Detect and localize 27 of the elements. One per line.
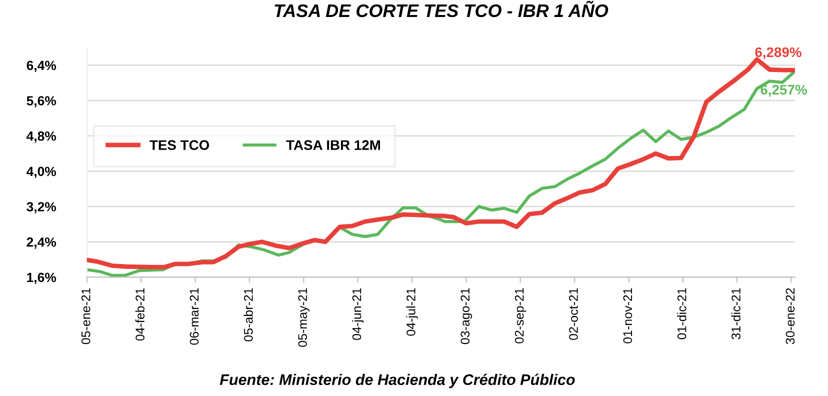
y-tick-label: 5,6% bbox=[26, 96, 56, 108]
legend-label: TES TCO bbox=[150, 140, 210, 150]
x-tick-label: 04-feb-21 bbox=[135, 288, 144, 341]
x-tick-label: 02-oct-21 bbox=[569, 288, 578, 340]
x-tick-label: 02-sep-21 bbox=[514, 288, 526, 344]
x-tick-label: 03-ago-21 bbox=[460, 288, 472, 344]
annotation: 6,257% bbox=[760, 84, 807, 97]
y-tick-label: 4,8% bbox=[26, 131, 56, 143]
y-tick-label: 6,4% bbox=[26, 60, 56, 72]
legend-label: TASA IBR 12M bbox=[286, 140, 380, 150]
annotation: 6,289% bbox=[755, 47, 802, 60]
y-tick-label: 2,4% bbox=[26, 237, 56, 249]
x-tick-label: 01-dic-21 bbox=[677, 288, 686, 340]
x-tick-label: 04-jul-21 bbox=[406, 288, 418, 336]
x-tick-label: 31-dic-21 bbox=[731, 288, 740, 340]
x-tick-label: 05-abr-21 bbox=[244, 288, 253, 342]
x-tick-label: 30-ene-22 bbox=[786, 288, 795, 344]
source-note: Fuente: Ministerio de Hacienda y Crédito Público bbox=[220, 374, 575, 388]
y-tick-label: 1,6% bbox=[27, 272, 56, 284]
x-tick-label: 06-mar-21 bbox=[190, 288, 199, 345]
x-tick-label: 04-jun-21 bbox=[352, 288, 364, 340]
x-tick-label: 05-may-21 bbox=[298, 288, 310, 347]
y-tick-label: 4,0% bbox=[26, 166, 56, 178]
x-tick-label: 01-nov-21 bbox=[623, 288, 632, 344]
x-tick-label: 05-ene-21 bbox=[81, 288, 90, 344]
y-tick-label: 3,2% bbox=[26, 202, 56, 214]
chart-title: TASA DE CORTE TES TCO - IBR 1 AÑO bbox=[274, 0, 608, 18]
